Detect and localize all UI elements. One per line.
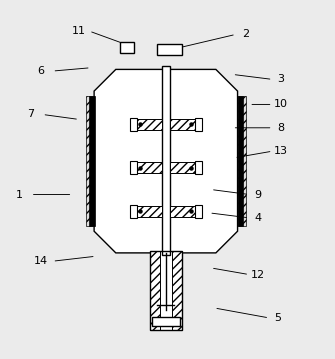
- Bar: [137, 206, 162, 216]
- Bar: [137, 119, 162, 130]
- Text: 1: 1: [15, 190, 22, 200]
- Text: 2: 2: [242, 29, 250, 39]
- Bar: [137, 163, 162, 173]
- Text: 4: 4: [254, 213, 261, 223]
- Bar: [195, 162, 202, 174]
- Bar: [238, 96, 243, 226]
- Bar: [130, 205, 137, 218]
- Bar: [170, 206, 195, 216]
- Bar: [172, 251, 182, 330]
- Text: 8: 8: [277, 123, 284, 133]
- Bar: [150, 251, 182, 330]
- Bar: [238, 96, 246, 226]
- Text: 10: 10: [274, 99, 288, 109]
- Text: 14: 14: [34, 256, 48, 266]
- Text: 11: 11: [72, 26, 86, 36]
- Bar: [160, 251, 172, 330]
- Bar: [86, 96, 94, 226]
- Bar: [152, 317, 180, 326]
- Bar: [89, 96, 95, 226]
- Text: 9: 9: [254, 190, 261, 200]
- Bar: [170, 163, 195, 173]
- Polygon shape: [94, 69, 238, 253]
- Text: 6: 6: [37, 66, 44, 76]
- Text: 7: 7: [27, 109, 34, 120]
- Text: 5: 5: [274, 313, 281, 323]
- Bar: [130, 162, 137, 174]
- Bar: [170, 119, 195, 130]
- Text: 12: 12: [251, 270, 265, 280]
- Bar: [195, 205, 202, 218]
- Text: 13: 13: [274, 146, 288, 156]
- Bar: [121, 42, 134, 53]
- Bar: [162, 66, 170, 255]
- Bar: [150, 251, 160, 330]
- Bar: [130, 118, 137, 131]
- Bar: [157, 45, 182, 55]
- Bar: [195, 118, 202, 131]
- Text: 3: 3: [277, 74, 284, 84]
